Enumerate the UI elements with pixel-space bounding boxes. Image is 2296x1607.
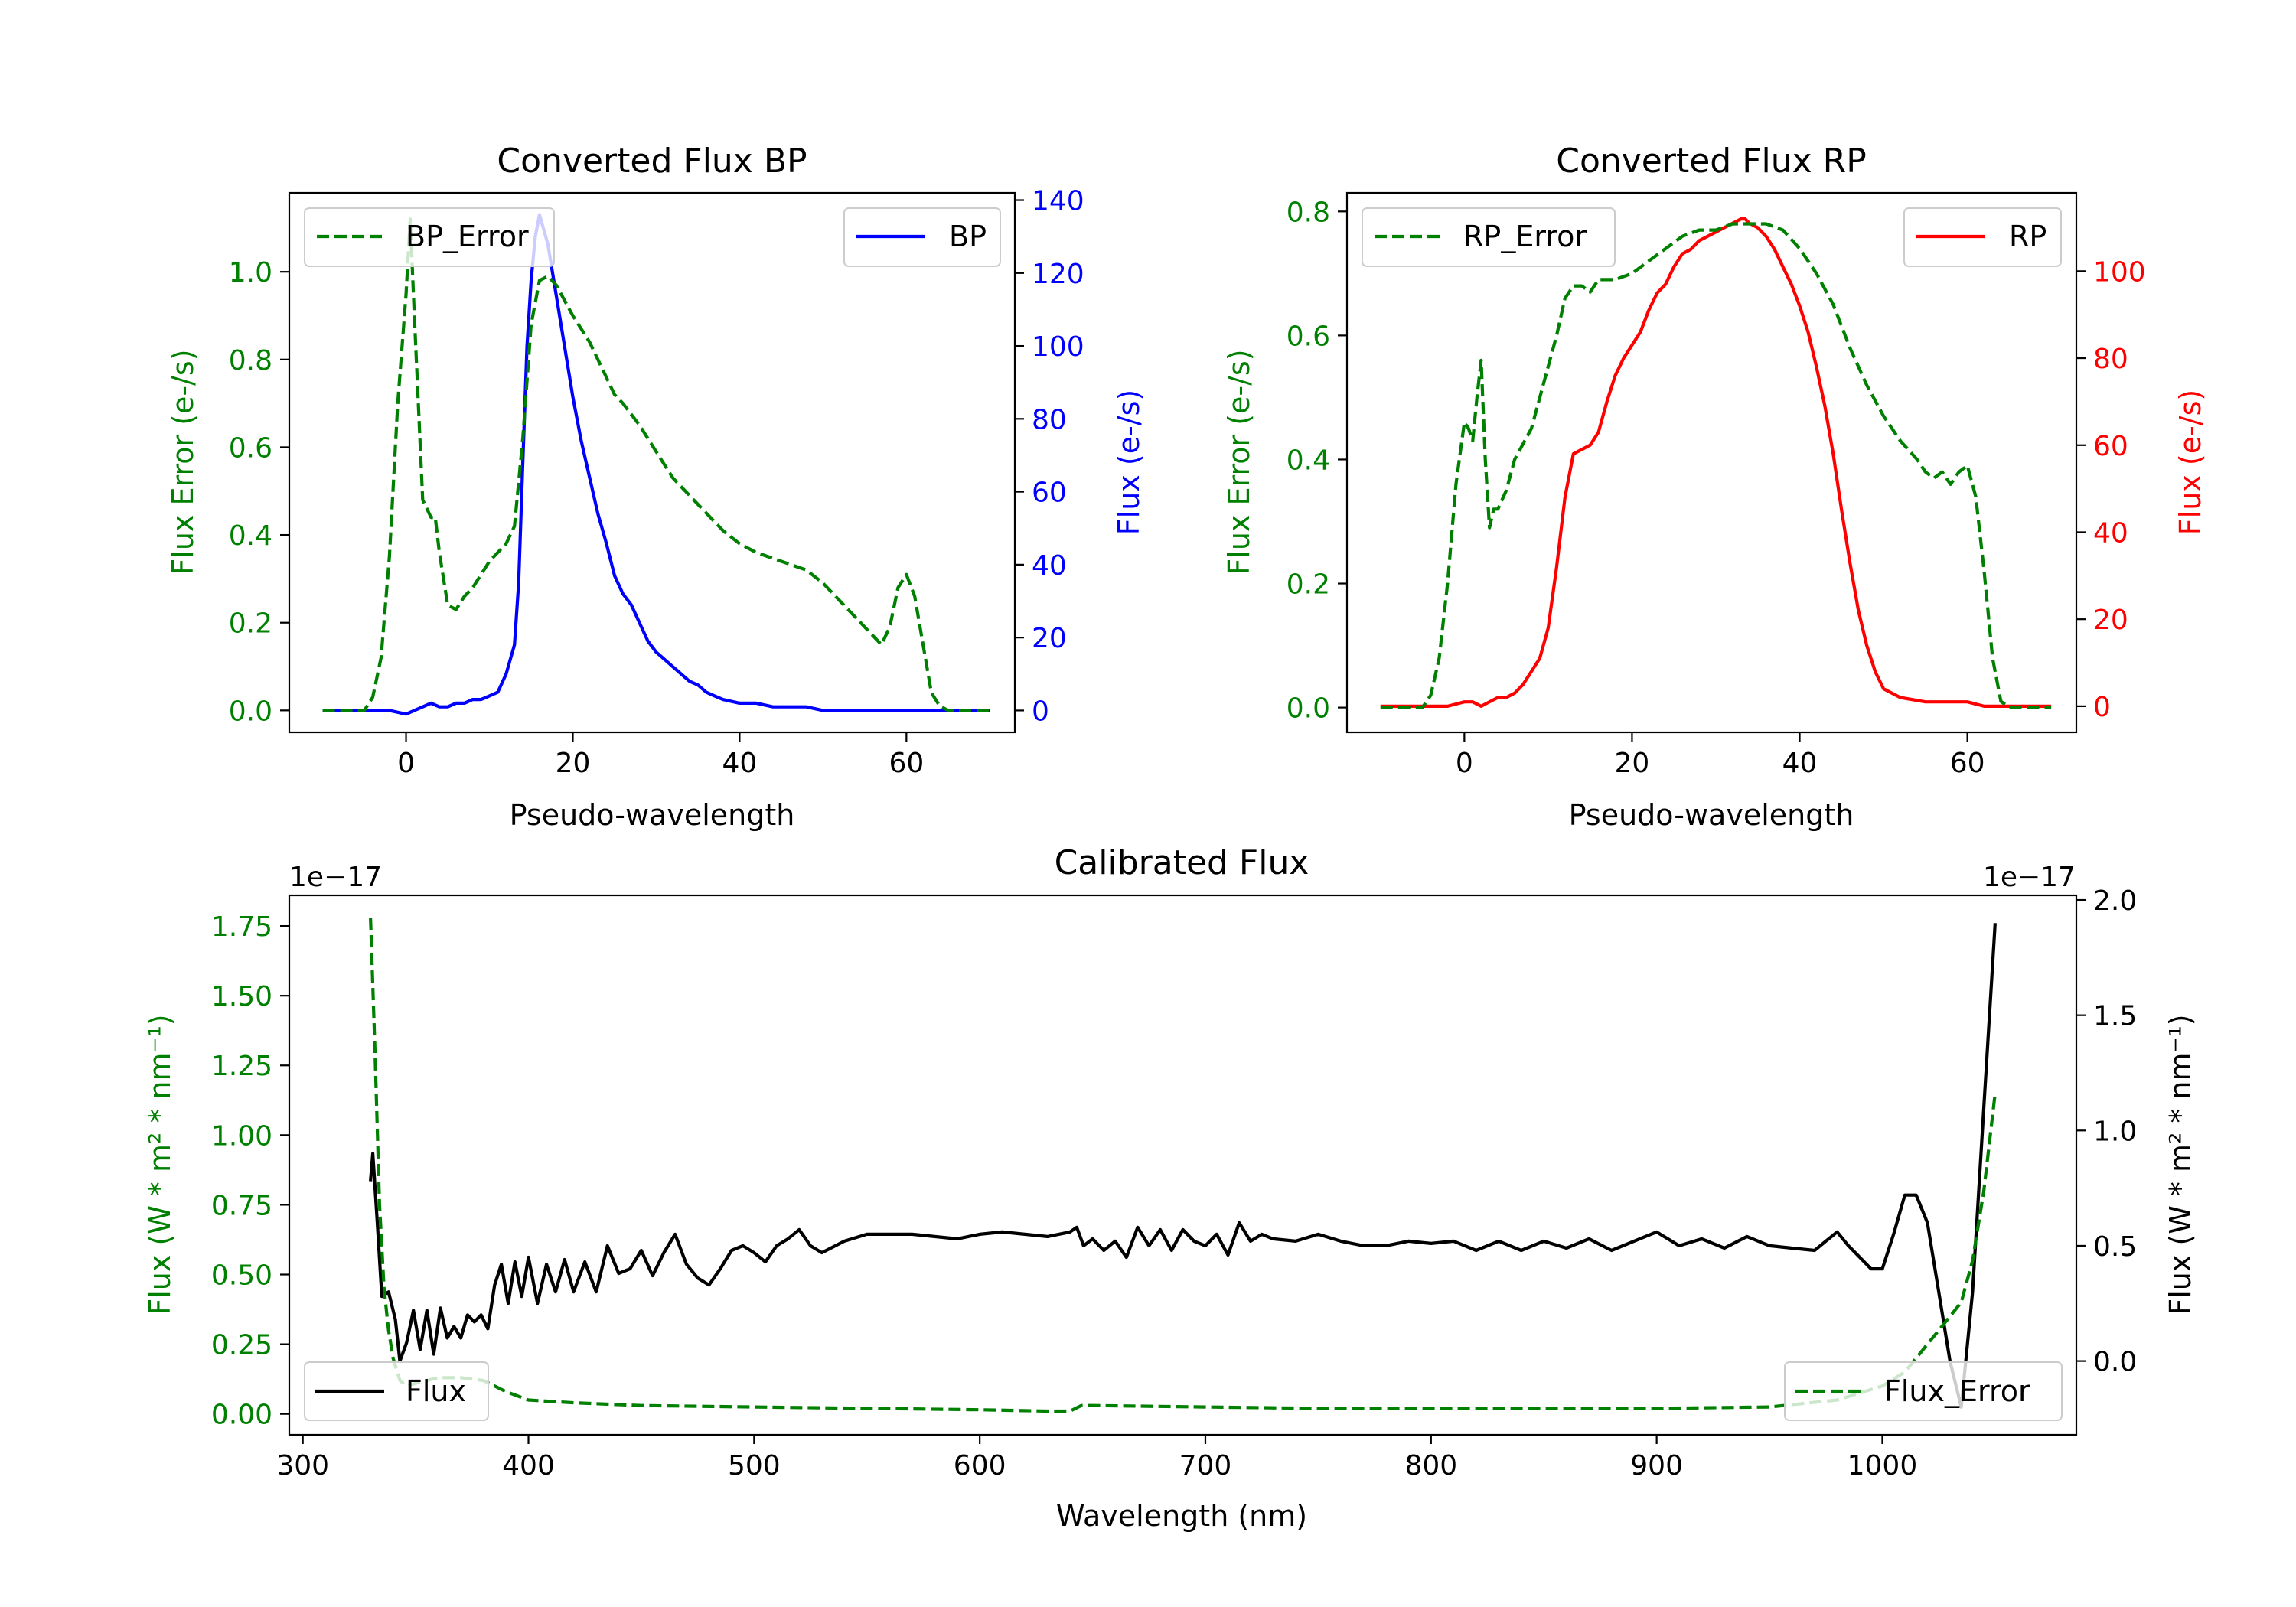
- calibrated-x-tick-label: 700: [1179, 1450, 1232, 1482]
- calibrated-right-tick-label: 1.5: [2093, 1001, 2137, 1032]
- flux-legend: Flux: [304, 1361, 489, 1421]
- bp-left-axis-label: Flux Error (e-/s): [166, 349, 200, 575]
- bp-chart-title: Converted Flux BP: [497, 142, 807, 181]
- calibrated-right-exponent: 1e−17: [1983, 862, 2076, 893]
- calibrated-left-tick-label: 1.75: [211, 911, 272, 943]
- bp-left-tick-label: 0.0: [229, 696, 272, 727]
- rp-left-tick-label: 0.6: [1287, 321, 1330, 352]
- calibrated-panel: Calibrated Flux 1e−17 1e−17 Wavelength (…: [143, 843, 2197, 1533]
- calibrated-x-tick-label: 600: [954, 1450, 1006, 1482]
- rp-left-tick-label: 0.0: [1287, 693, 1330, 725]
- bp-error-legend-label: BP_Error: [406, 220, 529, 253]
- calibrated-left-tick-label: 0.75: [211, 1190, 272, 1221]
- rp-right-axis-label: Flux (e-/s): [2174, 390, 2207, 535]
- bp-x-axis-label: Pseudo-wavelength: [510, 798, 795, 832]
- calibrated-left-tick-label: 1.25: [211, 1051, 272, 1082]
- calibrated-x-tick-label: 500: [728, 1450, 781, 1482]
- bp-left-tick-label: 0.4: [229, 520, 272, 552]
- flux-error-legend: Flux_Error: [1784, 1361, 2063, 1421]
- calibrated-x-tick-label: 1000: [1848, 1450, 1918, 1482]
- calibrated-left-tick-label: 0.00: [211, 1400, 272, 1431]
- rp-panel: Converted Flux RP Pseudo-wavelength Flux…: [1222, 142, 2207, 832]
- rp-left-axis-label: Flux Error (e-/s): [1222, 349, 1256, 575]
- rp-chart-title: Converted Flux RP: [1556, 142, 1867, 181]
- calibrated-series-flux-error: [369, 918, 1997, 1413]
- rp-error-legend-label: RP_Error: [1463, 220, 1587, 253]
- calibrated-left-tick-label: 0.25: [211, 1330, 272, 1361]
- bp-right-tick-label: 80: [1032, 404, 1067, 435]
- rp-series-rp-error: [1380, 222, 2052, 709]
- bp-legend-label: BP: [949, 220, 987, 253]
- rp-x-tick-label: 60: [1950, 748, 1985, 779]
- bp-left-tick-label: 0.2: [229, 608, 272, 640]
- bp-x-tick-label: 20: [556, 748, 591, 779]
- calibrated-right-axis-label: Flux (W * m² * nm⁻¹): [2164, 1014, 2197, 1315]
- calibrated-left-exponent: 1e−17: [289, 862, 382, 893]
- bp-right-tick-label: 60: [1032, 478, 1067, 509]
- bp-panel: Converted Flux BP Pseudo-wavelength Flux…: [166, 142, 1146, 832]
- bp-right-tick-label: 0: [1032, 696, 1049, 727]
- rp-x-tick-label: 0: [1456, 748, 1473, 779]
- calibrated-left-tick-label: 1.50: [211, 981, 272, 1012]
- bp-right-axis-label: Flux (e-/s): [1112, 390, 1146, 535]
- rp-left-tick-label: 0.2: [1287, 569, 1330, 601]
- bp-axes-frame: [288, 191, 1016, 734]
- rp-left-tick-label: 0.8: [1287, 197, 1330, 228]
- rp-right-tick-label: 80: [2093, 344, 2128, 375]
- bp-right-tick-label: 120: [1032, 259, 1084, 290]
- calibrated-right-tick-label: 0.5: [2093, 1231, 2137, 1263]
- bp-x-tick-label: 60: [889, 748, 924, 779]
- calibrated-series-flux: [369, 923, 1997, 1409]
- rp-x-axis-label: Pseudo-wavelength: [1569, 798, 1854, 832]
- rp-right-tick-label: 100: [2093, 256, 2146, 288]
- bp-x-tick-label: 0: [397, 748, 415, 779]
- bp-left-tick-label: 0.8: [229, 345, 272, 376]
- calibrated-x-tick-label: 900: [1630, 1450, 1683, 1482]
- bp-right-tick-label: 100: [1032, 331, 1084, 363]
- rp-x-tick-label: 20: [1615, 748, 1650, 779]
- bp-series-bp-error: [322, 217, 990, 712]
- calibrated-right-tick-label: 2.0: [2093, 885, 2137, 917]
- rp-series-rp: [1380, 217, 2052, 708]
- rp-legend: RP: [1903, 207, 2062, 267]
- rp-right-tick-label: 20: [2093, 605, 2128, 636]
- rp-right-tick-label: 40: [2093, 517, 2128, 549]
- rp-axes-frame: [1345, 191, 2078, 734]
- bp-error-legend: BP_Error: [304, 207, 555, 267]
- calibrated-x-tick-label: 300: [276, 1450, 329, 1482]
- bp-right-tick-label: 140: [1032, 186, 1084, 217]
- rp-right-tick-label: 60: [2093, 431, 2128, 462]
- bp-left-tick-label: 0.6: [229, 432, 272, 464]
- rp-legend-label: RP: [2009, 220, 2047, 253]
- rp-right-tick-label: 0: [2093, 692, 2111, 723]
- calibrated-x-tick-label: 800: [1404, 1450, 1457, 1482]
- flux-error-legend-label: Flux_Error: [1884, 1374, 2030, 1408]
- calibrated-x-axis-label: Wavelength (nm): [1056, 1499, 1307, 1533]
- bp-right-tick-label: 20: [1032, 623, 1067, 654]
- calibrated-right-tick-label: 1.0: [2093, 1116, 2137, 1147]
- rp-left-tick-label: 0.4: [1287, 445, 1330, 476]
- rp-error-legend: RP_Error: [1362, 207, 1616, 267]
- calibrated-right-tick-label: 0.0: [2093, 1347, 2137, 1378]
- bp-left-tick-label: 1.0: [229, 257, 272, 288]
- bp-legend: BP: [843, 207, 1001, 267]
- bp-right-tick-label: 40: [1032, 550, 1067, 582]
- calibrated-left-axis-label: Flux (W * m² * nm⁻¹): [143, 1014, 177, 1315]
- rp-x-tick-label: 40: [1782, 748, 1818, 779]
- calibrated-axes-frame: [288, 894, 2078, 1436]
- calibrated-left-tick-label: 0.50: [211, 1260, 272, 1292]
- flux-legend-label: Flux: [406, 1374, 466, 1408]
- calibrated-chart-title: Calibrated Flux: [1055, 843, 1309, 882]
- calibrated-left-tick-label: 1.00: [211, 1120, 272, 1152]
- bp-series-bp: [322, 213, 990, 716]
- bp-x-tick-label: 40: [722, 748, 758, 779]
- calibrated-x-tick-label: 400: [502, 1450, 555, 1482]
